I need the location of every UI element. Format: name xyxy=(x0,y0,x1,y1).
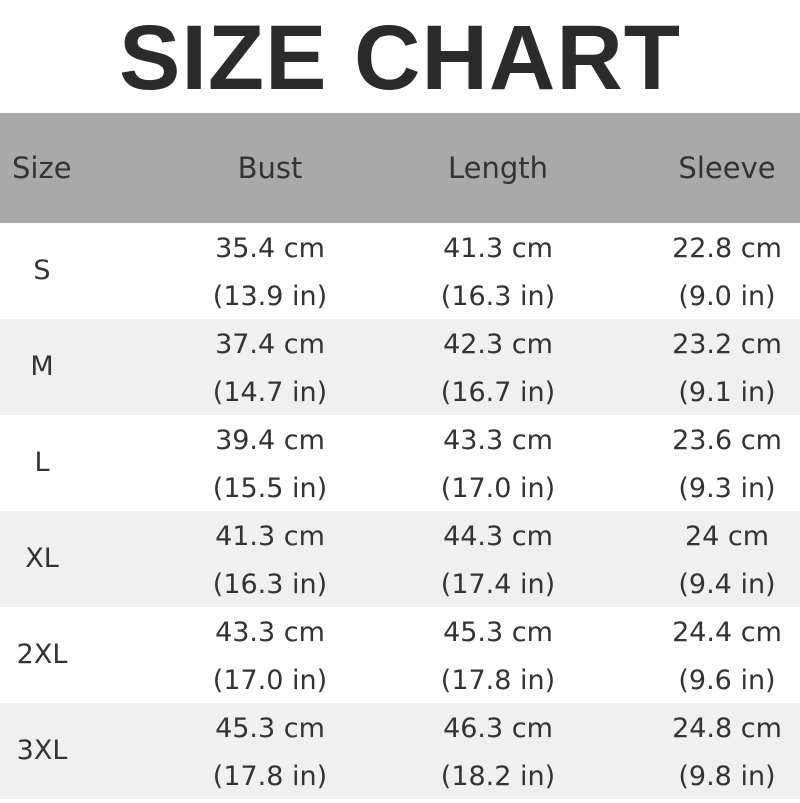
bust-in: (17.8 in) xyxy=(212,761,328,792)
header-size: Size xyxy=(12,151,72,185)
bust-cell: 43.3 cm (17.0 in) xyxy=(170,607,370,703)
sleeve-in: (9.0 in) xyxy=(678,281,776,312)
bust-cm: 41.3 cm xyxy=(215,521,325,552)
header-bust: Bust xyxy=(237,151,303,185)
length-in: (16.7 in) xyxy=(440,377,556,408)
table-row: 3XL 45.3 cm (17.8 in) 46.3 cm (18.2 in) … xyxy=(0,703,800,799)
sleeve-cm: 23.6 cm xyxy=(672,425,782,456)
bust-in: (15.5 in) xyxy=(212,473,328,504)
sleeve-in: (9.8 in) xyxy=(678,761,776,792)
table-row: XL 41.3 cm (16.3 in) 44.3 cm (17.4 in) 2… xyxy=(0,511,800,607)
bust-cm: 43.3 cm xyxy=(215,617,325,648)
sleeve-in: (9.6 in) xyxy=(678,665,776,696)
bust-cell: 41.3 cm (16.3 in) xyxy=(170,511,370,607)
sleeve-cm: 24.4 cm xyxy=(672,617,782,648)
length-cell: 42.3 cm (16.7 in) xyxy=(398,319,598,415)
sleeve-cm: 24 cm xyxy=(684,521,770,552)
length-in: (18.2 in) xyxy=(440,761,556,792)
length-cm: 45.3 cm xyxy=(443,617,553,648)
size-label: XL xyxy=(25,543,59,574)
sleeve-cell: 23.6 cm (9.3 in) xyxy=(627,415,800,511)
length-cm: 44.3 cm xyxy=(443,521,553,552)
bust-in: (16.3 in) xyxy=(212,569,328,600)
sleeve-in: (9.4 in) xyxy=(678,569,776,600)
sleeve-cell: 22.8 cm (9.0 in) xyxy=(627,223,800,319)
bust-cm: 45.3 cm xyxy=(215,713,325,744)
table-header: Size Bust Length Sleeve xyxy=(0,113,800,223)
length-cell: 45.3 cm (17.8 in) xyxy=(398,607,598,703)
length-cell: 46.3 cm (18.2 in) xyxy=(398,703,598,799)
bust-cm: 39.4 cm xyxy=(215,425,325,456)
bust-cell: 35.4 cm (13.9 in) xyxy=(170,223,370,319)
table-row: S 35.4 cm (13.9 in) 41.3 cm (16.3 in) 22… xyxy=(0,223,800,319)
sleeve-cell: 24 cm (9.4 in) xyxy=(627,511,800,607)
size-label: 3XL xyxy=(16,735,68,766)
sleeve-cm: 24.8 cm xyxy=(672,713,782,744)
length-in: (17.4 in) xyxy=(440,569,556,600)
length-cm: 43.3 cm xyxy=(443,425,553,456)
sleeve-cm: 23.2 cm xyxy=(672,329,782,360)
table-row: 2XL 43.3 cm (17.0 in) 45.3 cm (17.8 in) … xyxy=(0,607,800,703)
bust-in: (13.9 in) xyxy=(212,281,328,312)
length-cm: 46.3 cm xyxy=(443,713,553,744)
table-row: M 37.4 cm (14.7 in) 42.3 cm (16.7 in) 23… xyxy=(0,319,800,415)
bust-cm: 37.4 cm xyxy=(215,329,325,360)
bust-cm: 35.4 cm xyxy=(215,233,325,264)
length-cell: 41.3 cm (16.3 in) xyxy=(398,223,598,319)
length-cell: 43.3 cm (17.0 in) xyxy=(398,415,598,511)
sleeve-cell: 24.4 cm (9.6 in) xyxy=(627,607,800,703)
bust-cell: 45.3 cm (17.8 in) xyxy=(170,703,370,799)
length-in: (17.0 in) xyxy=(440,473,556,504)
sleeve-in: (9.1 in) xyxy=(678,377,776,408)
bust-cell: 39.4 cm (15.5 in) xyxy=(170,415,370,511)
bust-cell: 37.4 cm (14.7 in) xyxy=(170,319,370,415)
length-cell: 44.3 cm (17.4 in) xyxy=(398,511,598,607)
bust-in: (17.0 in) xyxy=(212,665,328,696)
page-title: SIZE CHART xyxy=(119,7,681,109)
table-row: L 39.4 cm (15.5 in) 43.3 cm (17.0 in) 23… xyxy=(0,415,800,511)
sleeve-cell: 23.2 cm (9.1 in) xyxy=(627,319,800,415)
length-cm: 42.3 cm xyxy=(443,329,553,360)
header-length: Length xyxy=(447,151,549,185)
sleeve-in: (9.3 in) xyxy=(678,473,776,504)
length-cm: 41.3 cm xyxy=(443,233,553,264)
length-in: (16.3 in) xyxy=(440,281,556,312)
header-sleeve: Sleeve xyxy=(678,151,776,185)
size-label: L xyxy=(34,447,50,478)
size-label: 2XL xyxy=(16,639,68,670)
sleeve-cell: 24.8 cm (9.8 in) xyxy=(627,703,800,799)
sleeve-cm: 22.8 cm xyxy=(672,233,782,264)
bust-in: (14.7 in) xyxy=(212,377,328,408)
size-label: S xyxy=(33,255,51,286)
size-label: M xyxy=(30,351,54,382)
length-in: (17.8 in) xyxy=(440,665,556,696)
